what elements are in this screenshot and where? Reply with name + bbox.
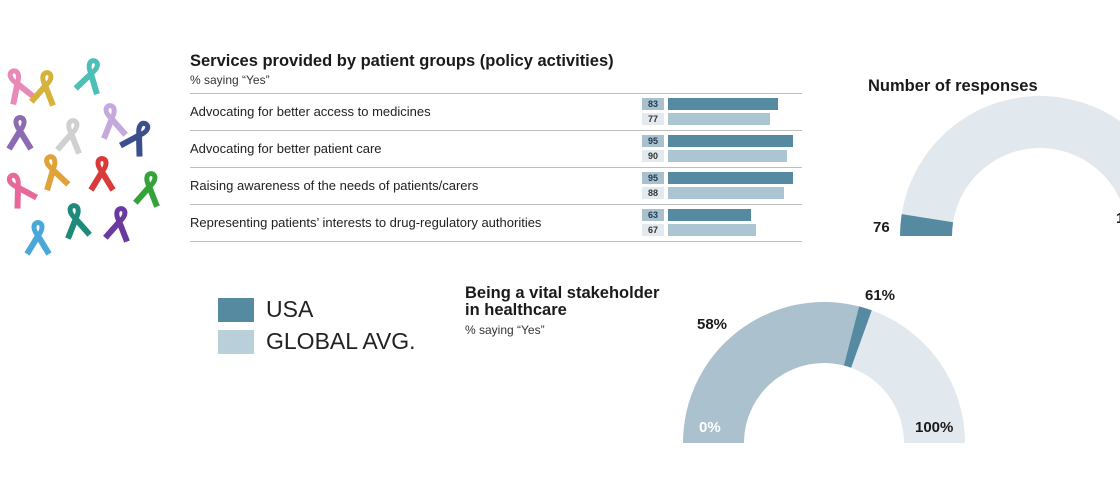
responses-right-label: 1	[1116, 210, 1120, 227]
stakeholder-gauge-global-fill	[683, 302, 860, 443]
bar-category-label: Advocating for better patient care	[190, 141, 382, 156]
stakeholder-title: Being a vital stakeholder in healthcare	[465, 285, 659, 319]
bar-category-label: Representing patients’ interests to drug…	[190, 215, 542, 230]
bar-usa	[668, 135, 794, 147]
bar-value-label-usa: 83	[642, 98, 664, 110]
ribbon-icon	[119, 120, 151, 157]
ribbon-icon	[24, 220, 52, 256]
bar-value-label-glob: 67	[642, 224, 664, 236]
bar-value-label-glob: 77	[642, 113, 664, 125]
responses-value-label: 76	[873, 219, 890, 236]
bar-usa	[668, 209, 752, 221]
responses-title: Number of responses	[868, 77, 1038, 95]
ribbon-icon	[65, 203, 92, 240]
bar-value-label-usa: 95	[642, 172, 664, 184]
stakeholder-gauge-usa-marker	[843, 306, 872, 368]
stakeholder-global-label: 58%	[697, 316, 728, 333]
bar-row: Advocating for better access to medicine…	[190, 94, 802, 131]
ribbon-icon	[6, 172, 38, 209]
ribbon-icon	[133, 171, 160, 208]
ribbon-icon	[44, 154, 71, 191]
stakeholder-max-label: 100%	[915, 419, 954, 436]
bar-usa	[668, 172, 794, 184]
ribbon-icon	[55, 118, 82, 155]
bar-chart-title: Services provided by patient groups (pol…	[190, 52, 614, 70]
ribbon-icon	[73, 58, 100, 95]
legend-label-usa: USA	[266, 296, 314, 322]
legend-swatch-global	[218, 330, 254, 354]
bar-row: Advocating for better patient care 95 90	[190, 131, 802, 168]
ribbon-icon	[88, 156, 116, 192]
ribbon-icon	[101, 103, 128, 140]
stakeholder-subtitle: % saying “Yes”	[465, 323, 545, 337]
bar-category-label: Advocating for better access to medicine…	[190, 104, 431, 119]
ribbon-icon	[103, 206, 130, 243]
bar-value-label-usa: 63	[642, 209, 664, 221]
awareness-ribbons-illustration	[6, 58, 160, 256]
stakeholder-min-label: 0%	[699, 419, 721, 436]
bar-value-label-glob: 90	[642, 150, 664, 162]
ribbon-icon	[29, 70, 56, 107]
bar-chart-subtitle: % saying “Yes”	[190, 73, 270, 87]
bar-chart-table: Advocating for better access to medicine…	[190, 93, 802, 242]
bar-glob	[668, 113, 770, 125]
bar-category-label: Raising awareness of the needs of patien…	[190, 178, 479, 193]
responses-gauge-fill	[900, 214, 954, 236]
legend-label-global: GLOBAL AVG.	[266, 328, 416, 354]
bar-glob	[668, 187, 785, 199]
bar-value-label-glob: 88	[642, 187, 664, 199]
bar-usa	[668, 98, 778, 110]
bar-glob	[668, 224, 757, 236]
bar-glob	[668, 150, 787, 162]
legend-swatch-usa	[218, 298, 254, 322]
ribbon-icon	[6, 115, 34, 151]
bar-value-label-usa: 95	[642, 135, 664, 147]
bar-row: Raising awareness of the needs of patien…	[190, 168, 802, 205]
bar-row: Representing patients’ interests to drug…	[190, 205, 802, 242]
responses-gauge-track	[900, 96, 1120, 236]
stakeholder-title-line2: in healthcare	[465, 301, 567, 319]
ribbon-icon	[7, 68, 36, 106]
stakeholder-title-line1: Being a vital stakeholder	[465, 284, 660, 302]
stakeholder-usa-label: 61%	[865, 287, 896, 304]
